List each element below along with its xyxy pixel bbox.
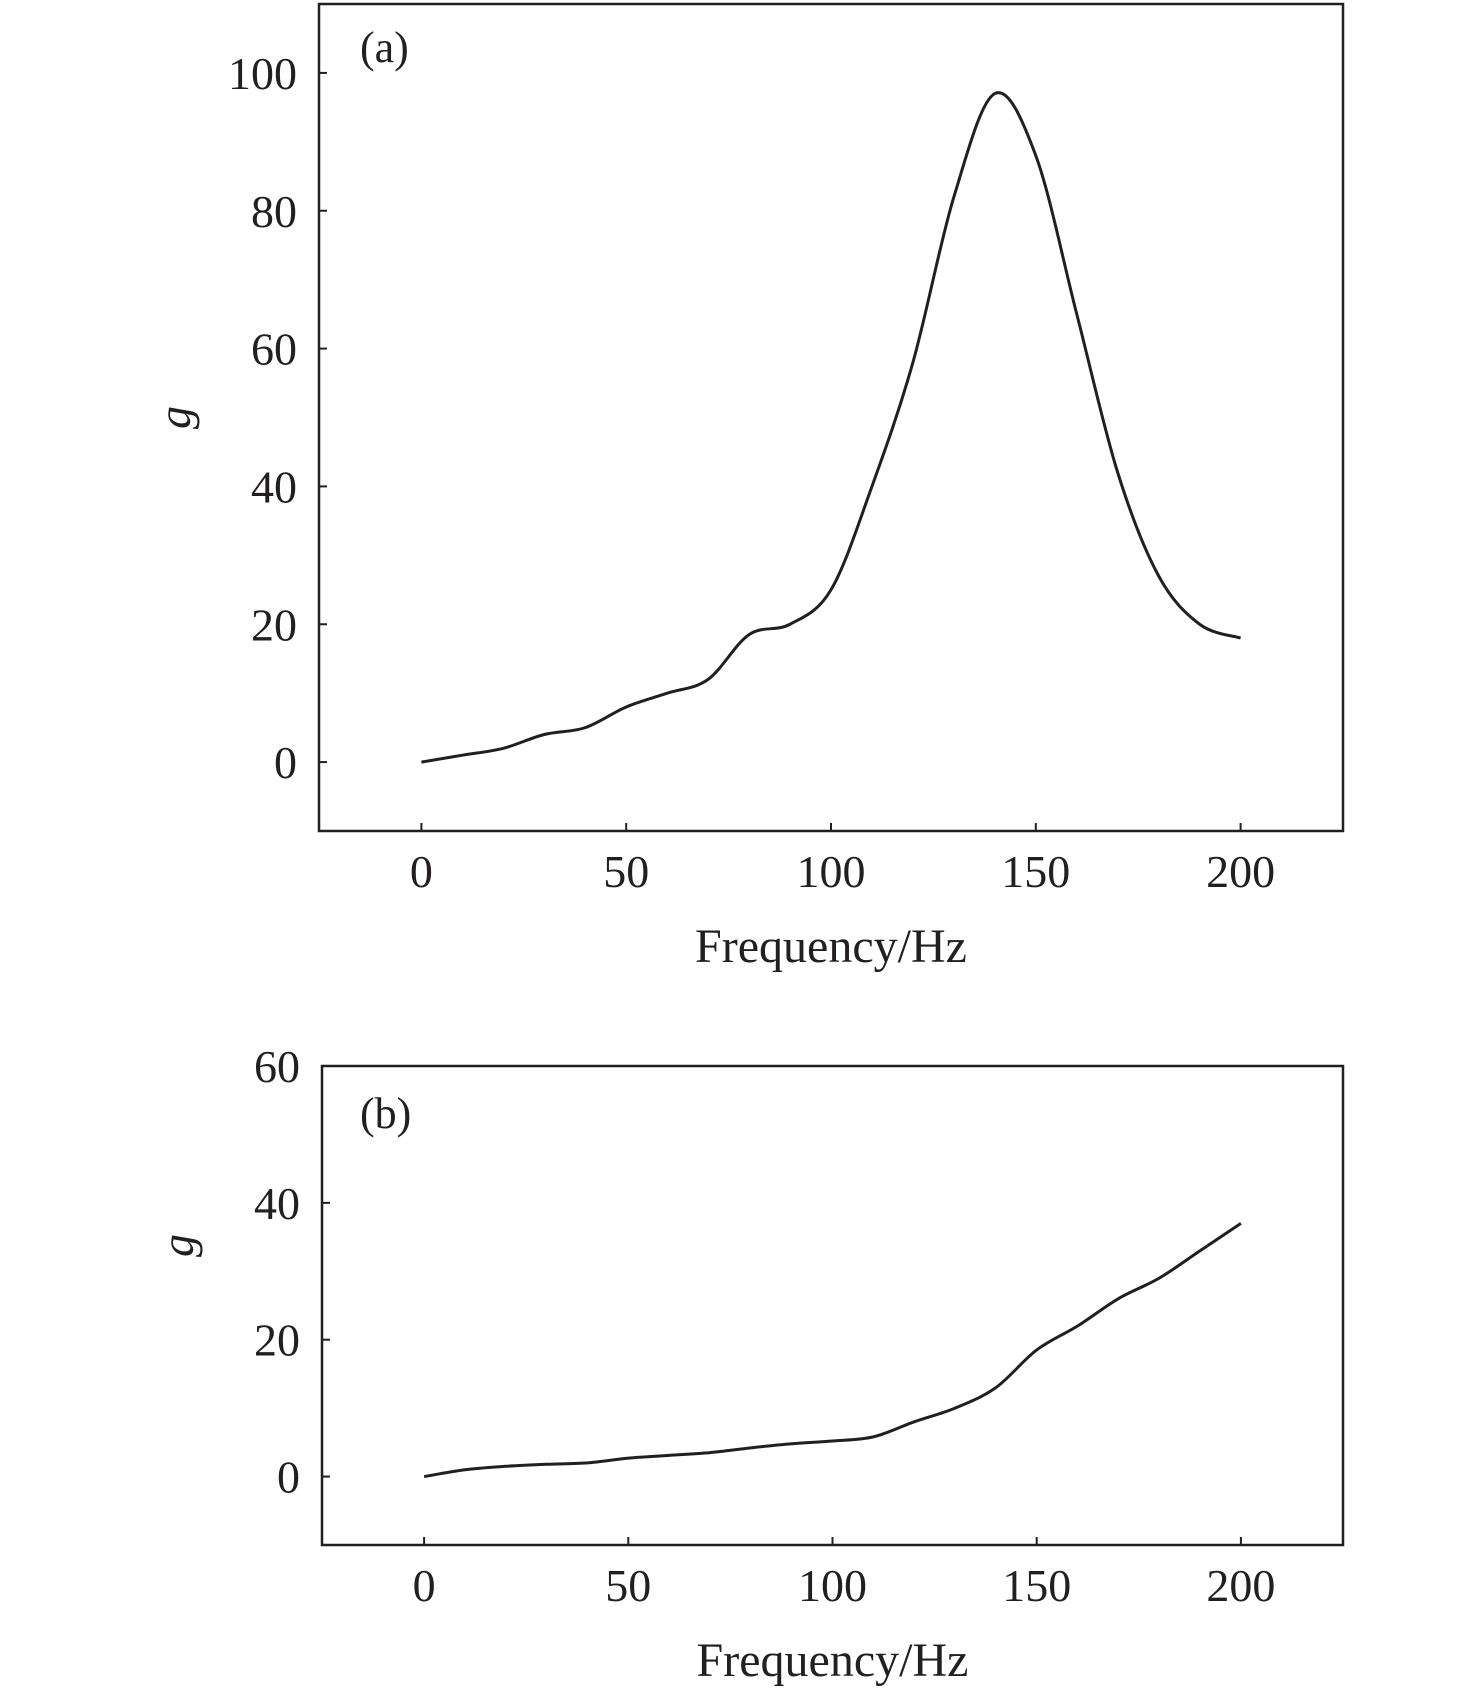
panel-b: (b) Frequency/Hz g 0 50 100 150 200 0 20 40 60 <box>152 1041 1345 1687</box>
y-tick-label: 0 <box>274 737 297 788</box>
x-tick-label: 150 <box>1001 846 1070 897</box>
y-axis-label: g <box>149 406 200 429</box>
x-tick-label: 50 <box>603 846 649 897</box>
y-tick-label: 40 <box>251 461 297 512</box>
panel-a: (a) Frequency/Hz g 0 50 100 150 200 0 20 40 60 80… <box>149 2 1345 973</box>
y-tick-label: 100 <box>228 48 297 99</box>
x-axis-label: Frequency/Hz <box>697 1634 969 1687</box>
x-tick-label: 200 <box>1206 1560 1275 1611</box>
x-tick-label: 150 <box>1002 1560 1071 1611</box>
panel-label: (a) <box>360 23 409 72</box>
series-line <box>421 91 1242 764</box>
plot-frame <box>317 2 1345 833</box>
y-tick-label: 0 <box>277 1452 300 1503</box>
y-axis-label: g <box>152 1234 203 1257</box>
x-tick-label: 0 <box>410 846 433 897</box>
y-tick-label: 60 <box>254 1041 300 1092</box>
y-tick-label: 40 <box>254 1178 300 1229</box>
panel-label: (b) <box>360 1089 411 1138</box>
y-tick-label: 20 <box>254 1315 300 1366</box>
x-tick-label: 0 <box>413 1560 436 1611</box>
x-tick-label: 200 <box>1206 846 1275 897</box>
plot-frame <box>320 1064 1345 1547</box>
y-tick-label: 80 <box>251 186 297 237</box>
y-tick-label: 60 <box>251 324 297 375</box>
y-tick-label: 20 <box>251 599 297 650</box>
series-line <box>423 1222 1242 1479</box>
x-axis-label: Frequency/Hz <box>695 920 967 973</box>
x-tick-label: 50 <box>605 1560 651 1611</box>
x-tick-label: 100 <box>798 1560 867 1611</box>
x-tick-label: 100 <box>797 846 866 897</box>
